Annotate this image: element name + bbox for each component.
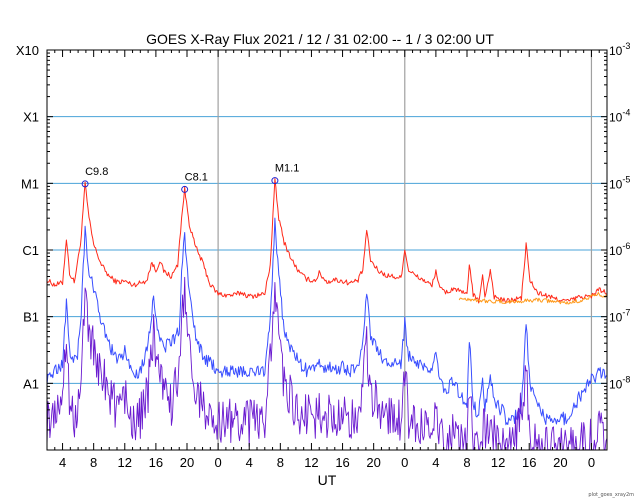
plot-credit: plot_goes_xray2m xyxy=(588,492,634,498)
series-line xyxy=(46,178,608,304)
x-tick-label: 16 xyxy=(335,455,349,470)
y-tick-base: 10 xyxy=(609,177,623,191)
y-tick-exponent: -4 xyxy=(622,108,630,118)
x-tick-label: 16 xyxy=(149,455,163,470)
flare-marker xyxy=(271,177,279,185)
y-tick-base: 10 xyxy=(609,244,623,258)
y-tick-exponent: -3 xyxy=(622,41,630,51)
series-line xyxy=(46,217,608,426)
y-tick-label-left: C1 xyxy=(22,243,39,258)
flare-label: C8.1 xyxy=(185,171,208,183)
series-group xyxy=(46,178,608,451)
x-tick-label: 0 xyxy=(401,455,408,470)
flare-marker xyxy=(81,180,89,188)
x-tick-label: 12 xyxy=(304,455,318,470)
x-tick-label: 20 xyxy=(553,455,567,470)
flare-label: C9.8 xyxy=(85,166,108,178)
y-tick-label-left: X10 xyxy=(16,43,39,58)
x-tick-label: 8 xyxy=(463,455,470,470)
x-tick-label: 8 xyxy=(277,455,284,470)
y-tick-label-left: A1 xyxy=(23,376,39,391)
flare-marker xyxy=(181,185,189,193)
grid xyxy=(47,49,607,450)
flare-markers: C9.8 C8.1 M1.1 xyxy=(81,163,299,193)
y-tick-base: 10 xyxy=(609,111,623,125)
x-tick-label: 4 xyxy=(246,455,253,470)
y-tick-exponent: -7 xyxy=(622,308,630,318)
y-tick-exponent: -5 xyxy=(622,174,630,184)
axes: X10 10-3X1 10-4M1 10-5C1 10-6B1 10-7A1 10-84 8 1… xyxy=(16,41,631,470)
y-tick-label-left: M1 xyxy=(21,176,39,191)
y-tick-base: 10 xyxy=(609,311,623,325)
y-tick-exponent: -8 xyxy=(622,374,630,384)
x-tick-label: 16 xyxy=(522,455,536,470)
y-tick-exponent: -6 xyxy=(622,241,630,251)
x-tick-label: 20 xyxy=(366,455,380,470)
x-tick-label: 20 xyxy=(180,455,194,470)
y-tick-label-left: X1 xyxy=(23,110,39,125)
y-tick-label-right: 10-8 xyxy=(609,374,630,391)
x-tick-label: 0 xyxy=(214,455,221,470)
x-tick-label: 12 xyxy=(491,455,505,470)
y-tick-base: 10 xyxy=(609,377,623,391)
y-tick-label-right: 10-7 xyxy=(609,308,630,325)
y-tick-base: 10 xyxy=(609,44,623,58)
y-tick-label-right: 10-5 xyxy=(609,174,630,191)
x-tick-label: 4 xyxy=(432,455,439,470)
series-line xyxy=(458,292,608,305)
chart-title: GOES X-Ray Flux 2021 / 12 / 31 02:00 -- … xyxy=(146,31,494,47)
x-axis-label: UT xyxy=(318,472,337,488)
x-tick-label: 4 xyxy=(59,455,66,470)
y-tick-label-right: 10-4 xyxy=(609,108,630,125)
x-tick-label: 12 xyxy=(118,455,132,470)
y-tick-label-left: B1 xyxy=(23,310,39,325)
x-tick-label: 0 xyxy=(588,455,595,470)
y-tick-label-right: 10-6 xyxy=(609,241,630,258)
series-line xyxy=(46,276,608,451)
flare-label: M1.1 xyxy=(275,163,299,175)
y-tick-label-right: 10-3 xyxy=(609,41,630,58)
x-tick-label: 8 xyxy=(90,455,97,470)
